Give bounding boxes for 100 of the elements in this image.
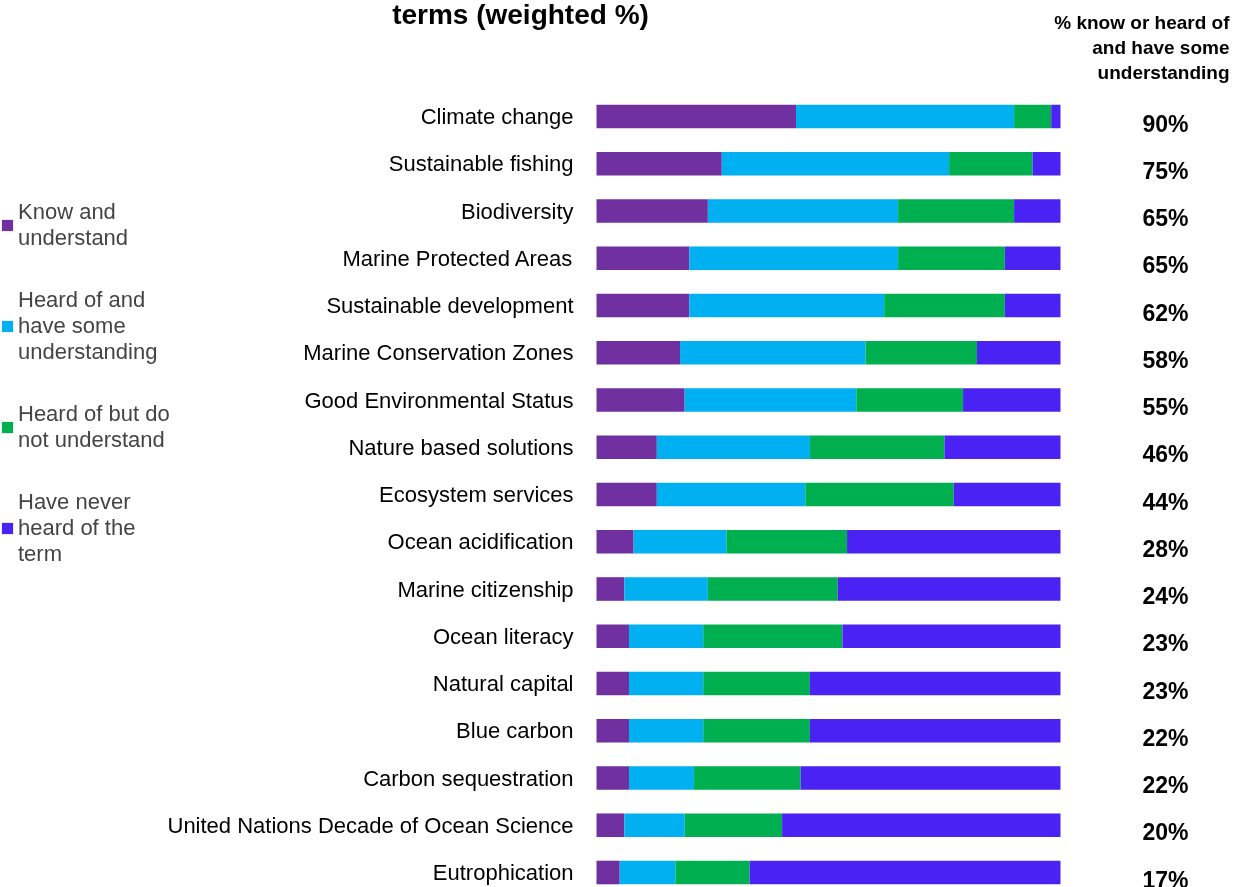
- y-tick-label: Natural capital: [432, 671, 574, 696]
- y-tick-label: Marine citizenship: [397, 576, 574, 602]
- bar: [689, 293, 885, 318]
- bar: [837, 577, 1061, 601]
- text: % know or heard of and have some understanding: [1054, 12, 1231, 83]
- bar: [596, 529, 634, 554]
- text: 65%: [1142, 252, 1189, 279]
- y-tick-label: Ocean literacy: [432, 623, 574, 649]
- bar: [596, 860, 620, 885]
- bar: [726, 529, 848, 554]
- bar: [809, 718, 1061, 743]
- bar: [596, 482, 657, 507]
- bar: [628, 624, 704, 649]
- y-tick-label: Eutrophication: [432, 860, 574, 885]
- text: 20%: [1142, 819, 1189, 846]
- bar: [596, 246, 690, 271]
- bar: [596, 718, 629, 743]
- bar: [703, 624, 843, 649]
- bar: [976, 340, 1061, 365]
- bar: [1032, 151, 1061, 176]
- bar: [944, 435, 1061, 460]
- bar: [693, 766, 801, 790]
- y-tick-label: Blue carbon: [456, 718, 574, 744]
- legend-label: Know and understand: [18, 199, 129, 251]
- chart-title: terms (weighted %): [392, 0, 649, 30]
- bar: [721, 151, 950, 176]
- bar: [963, 388, 1061, 412]
- text: 46%: [1142, 441, 1189, 468]
- text: 22%: [1142, 724, 1189, 751]
- y-tick-label: Sustainable development: [326, 293, 574, 318]
- text: 65%: [1142, 205, 1189, 231]
- text: 24%: [1142, 583, 1189, 609]
- bar: [624, 813, 685, 838]
- bar: [596, 671, 629, 696]
- bar: [689, 246, 899, 271]
- text: 90%: [1142, 110, 1189, 137]
- y-tick-label: United Nations Decade of Ocean Science: [167, 812, 574, 838]
- bar: [809, 671, 1061, 696]
- bar: [898, 199, 1015, 223]
- text: 62%: [1142, 299, 1189, 326]
- bar: [796, 104, 1015, 129]
- bar: [749, 860, 1061, 885]
- y-tick-label: Ocean acidification: [387, 529, 574, 555]
- bar: [628, 718, 704, 743]
- bar: [680, 340, 866, 365]
- bar: [596, 435, 657, 460]
- bar: [596, 813, 625, 838]
- y-tick-label: Climate change: [420, 104, 574, 129]
- y-tick-label: Sustainable fishing: [388, 151, 574, 177]
- bar: [1051, 104, 1061, 129]
- text: 44%: [1142, 488, 1189, 515]
- text: 22%: [1142, 772, 1189, 798]
- bar: [596, 293, 690, 318]
- bar: [619, 860, 676, 885]
- bar: [624, 577, 708, 601]
- text: 17%: [1142, 866, 1189, 887]
- legend-label: Heard of and have some understanding: [18, 287, 158, 365]
- bar: [800, 766, 1061, 790]
- text: 75%: [1142, 157, 1189, 184]
- text: 23%: [1142, 630, 1189, 657]
- bar: [782, 813, 1061, 838]
- y-tick-label: Marine Protected Areas: [342, 245, 573, 271]
- bar: [628, 671, 704, 696]
- bar: [707, 199, 899, 223]
- text: 23%: [1142, 677, 1189, 704]
- legend-label: Heard of but do not understand: [18, 401, 170, 453]
- y-tick-label: Marine Conservation Zones: [303, 340, 574, 366]
- y-tick-label: Carbon sequestration: [363, 765, 574, 791]
- bar: [596, 577, 625, 601]
- bar: [684, 388, 857, 412]
- bar: [805, 482, 954, 507]
- text: 58%: [1142, 346, 1189, 373]
- bar: [596, 151, 722, 176]
- bar: [656, 482, 806, 507]
- bar: [628, 766, 694, 790]
- bar: [596, 199, 708, 223]
- bar: [596, 340, 681, 365]
- bar: [633, 529, 727, 554]
- y-tick-label: Biodiversity: [461, 198, 574, 224]
- bar: [684, 813, 783, 838]
- bar: [1014, 199, 1061, 223]
- y-tick-label: Nature based solutions: [348, 434, 574, 460]
- bar: [1004, 246, 1061, 271]
- bar: [953, 482, 1061, 507]
- bar: [703, 718, 810, 743]
- text: 55%: [1142, 394, 1189, 420]
- bar: [596, 624, 629, 649]
- bar: [596, 388, 685, 412]
- bar: [707, 577, 838, 601]
- y-tick-label: Good Environmental Status: [304, 387, 574, 413]
- bar: [856, 388, 964, 412]
- bar: [703, 671, 810, 696]
- bar: [884, 293, 1005, 318]
- bar: [1014, 104, 1052, 129]
- bar: [675, 860, 750, 885]
- bar: [847, 529, 1061, 554]
- bar: [949, 151, 1033, 176]
- y-tick-label: Ecosystem services: [379, 482, 574, 507]
- text: 28%: [1142, 535, 1189, 562]
- bar: [596, 104, 797, 129]
